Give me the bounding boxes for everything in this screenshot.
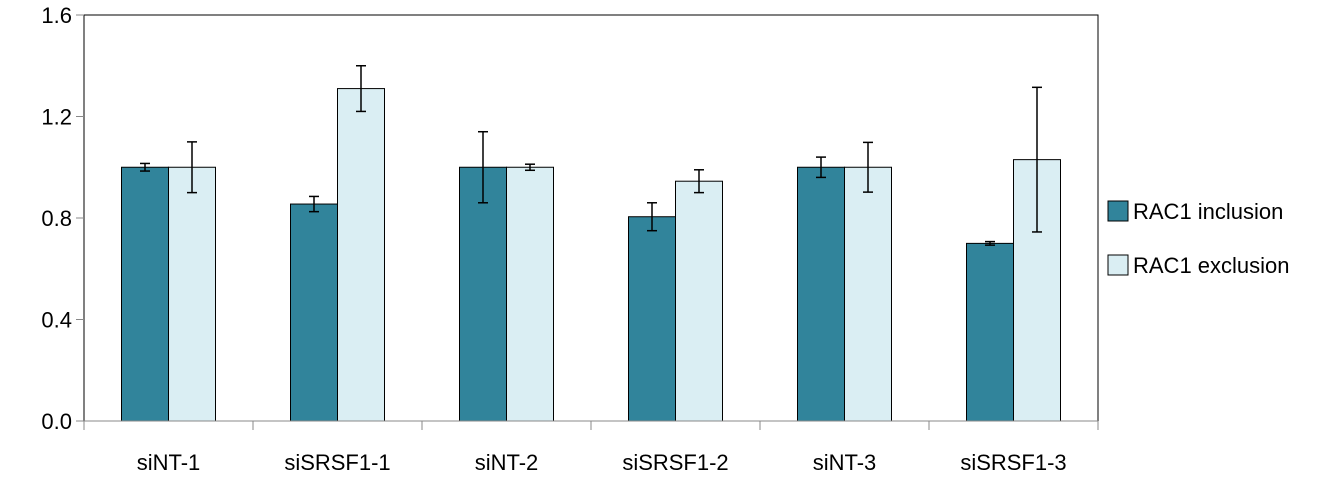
bar-inclusion-siNT-2 bbox=[459, 166, 507, 422]
bar-exclusion-siNT-2 bbox=[506, 166, 554, 422]
y-tick-label: 1.6 bbox=[41, 3, 72, 28]
x-tick-label: siNT-3 bbox=[813, 450, 877, 475]
legend-swatch-exclusion bbox=[1107, 254, 1129, 276]
legend-label-inclusion: RAC1 inclusion bbox=[1133, 199, 1283, 224]
bar-inclusion-siNT-1 bbox=[121, 166, 169, 422]
bar-inclusion-siSRSF1-2 bbox=[628, 216, 676, 422]
plot-frame bbox=[83, 14, 1099, 422]
y-tick-label: 0.0 bbox=[41, 409, 72, 434]
bar-exclusion-siNT-3 bbox=[844, 166, 892, 422]
bar-inclusion-siNT-3 bbox=[797, 166, 845, 422]
x-tick-label: siSRSF1-1 bbox=[284, 450, 390, 475]
bar-exclusion-siSRSF1-2 bbox=[675, 180, 723, 422]
x-tick-label: siNT-2 bbox=[475, 450, 539, 475]
bars bbox=[121, 88, 1061, 422]
axes bbox=[76, 14, 1099, 430]
plot-area bbox=[83, 14, 1099, 422]
error-bars bbox=[140, 65, 1042, 246]
y-axis-tick-labels: 0.0 0.4 0.8 1.2 1.6 bbox=[41, 3, 72, 434]
x-axis-tick-labels: siNT-1 siSRSF1-1 siNT-2 siSRSF1-2 siNT-3 siSR… bbox=[137, 450, 1067, 475]
legend: RAC1 inclusion RAC1 exclusion bbox=[1107, 199, 1290, 278]
y-tick-label: 0.4 bbox=[41, 308, 72, 333]
y-tick-label: 1.2 bbox=[41, 105, 72, 130]
y-tick-label: 0.8 bbox=[41, 206, 72, 231]
legend-swatch-inclusion bbox=[1107, 200, 1129, 222]
legend-label-exclusion: RAC1 exclusion bbox=[1133, 253, 1290, 278]
x-tick-label: siSRSF1-3 bbox=[960, 450, 1066, 475]
bar-exclusion-siSRSF1-1 bbox=[337, 88, 385, 422]
bar-exclusion-siNT-1 bbox=[168, 166, 216, 422]
bar-inclusion-siSRSF1-1 bbox=[290, 203, 338, 422]
x-tick-label: siSRSF1-2 bbox=[622, 450, 728, 475]
x-tick-label: siNT-1 bbox=[137, 450, 201, 475]
bar-inclusion-siSRSF1-3 bbox=[966, 242, 1014, 422]
